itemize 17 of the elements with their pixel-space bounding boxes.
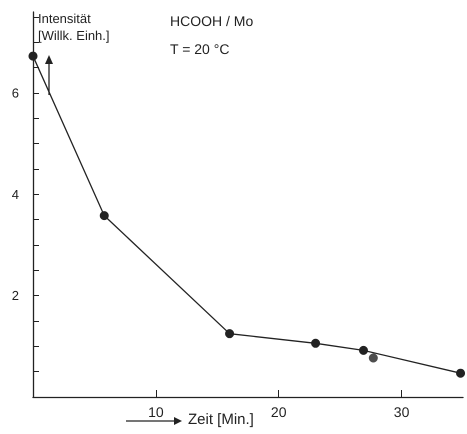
point: [456, 368, 466, 378]
x-tick-label: 30: [394, 404, 410, 420]
point: [368, 353, 378, 362]
y-tick-label: 6: [12, 86, 19, 101]
point: [311, 338, 320, 348]
annotation: HCOOH / Mo: [170, 13, 254, 29]
point: [358, 346, 368, 355]
point: [100, 211, 109, 220]
x-tick-label: 10: [148, 404, 164, 420]
annotation: T = 20 °C: [170, 41, 230, 57]
x-tick-label: 20: [270, 404, 287, 420]
point: [28, 52, 38, 61]
y-axis-title: Intensität [Willk. Einh.]: [38, 11, 110, 43]
y-tick-label: 2: [12, 288, 19, 304]
point: [225, 329, 234, 338]
x-axis-title: Zeit [Min.]: [188, 411, 254, 428]
y-tick-label: 4: [12, 186, 19, 202]
